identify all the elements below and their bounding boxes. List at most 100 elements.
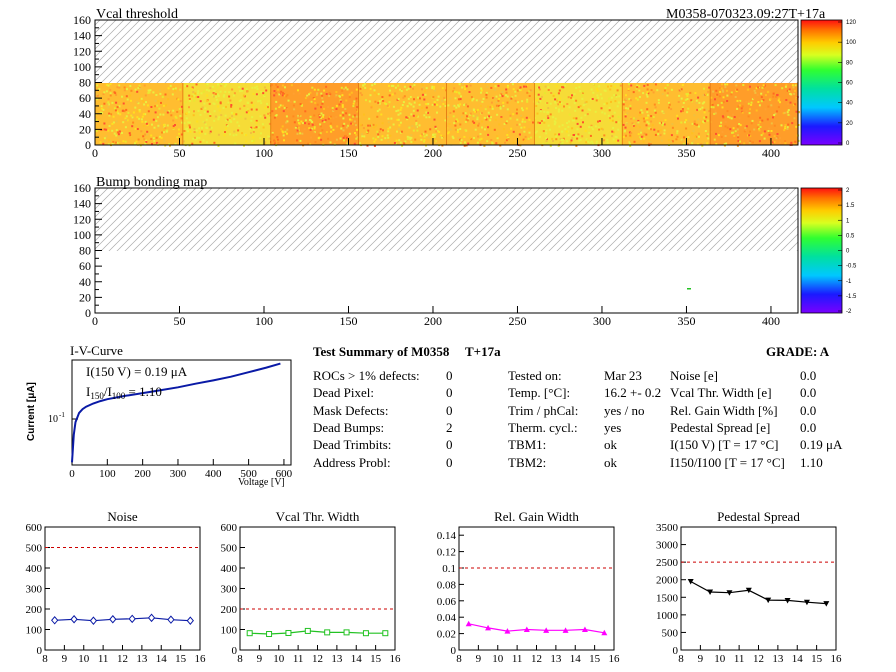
- vcal-pixel: [686, 98, 689, 100]
- vcal-pixel: [318, 133, 321, 136]
- vcal-pixel: [99, 141, 102, 144]
- vcal-pixel: [606, 141, 609, 144]
- vcal-pixel: [486, 124, 489, 127]
- vcal-pixel: [292, 92, 295, 95]
- vcal-pixel: [498, 98, 500, 100]
- vcal-pixel: [694, 136, 697, 139]
- noise-xtick-label: 9: [62, 653, 68, 665]
- vcal-width-xtick-label: 9: [257, 653, 263, 665]
- vcal-pixel: [768, 133, 771, 136]
- vcal-pixel: [789, 92, 792, 95]
- vcal-pixel: [536, 99, 539, 102]
- vcal-pixel: [585, 100, 588, 103]
- vcal-pixel: [370, 106, 373, 109]
- vcal-pixel: [273, 116, 276, 119]
- vcal-pixel: [449, 128, 452, 131]
- vcal-pixel: [591, 98, 594, 100]
- summary-mid-label: TBM1:: [508, 437, 547, 453]
- vcal-pixel: [615, 94, 617, 97]
- vcal-pixel: [490, 86, 493, 89]
- vcal-pixel: [714, 112, 717, 115]
- vcal-pixel: [412, 87, 414, 90]
- vcal-pixel: [188, 94, 191, 97]
- pedestal-xtick-label: 10: [714, 653, 726, 665]
- vcal-pixel: [313, 126, 316, 129]
- vcal-pixel: [334, 95, 337, 98]
- vcal-pixel: [349, 118, 351, 121]
- vcal-pixel: [613, 86, 616, 88]
- vcal-pixel: [108, 125, 111, 127]
- vcal-pixel: [259, 100, 262, 102]
- vcal-pixel: [785, 84, 788, 87]
- vcal-pixel: [737, 131, 740, 134]
- vcal-pixel: [496, 137, 499, 140]
- vcal-pixel: [768, 143, 771, 146]
- vcal-pixel: [609, 119, 612, 122]
- vcal-pixel: [567, 134, 570, 137]
- vcal-pixel: [125, 115, 128, 118]
- vcal-pixel: [417, 102, 420, 104]
- vcal-x-axis: 0 50 100 150 200 250 300 350 400: [92, 138, 780, 160]
- vcal-pixel: [391, 93, 394, 96]
- summary-mid-value: yes / no: [604, 402, 645, 418]
- vcal-pixel: [423, 140, 426, 143]
- vcal-pixel: [206, 99, 209, 102]
- vcal-pixel: [663, 123, 666, 126]
- vcal-pixel: [561, 130, 563, 133]
- vcal-pixel: [403, 85, 406, 88]
- vcal-pixel: [615, 140, 618, 143]
- vcal-pixel: [324, 119, 327, 122]
- vcal-pixel: [390, 117, 393, 120]
- gain-width-xtick-label: 11: [512, 653, 523, 665]
- vcal-pixel: [562, 86, 565, 89]
- vcal-pixel: [708, 86, 711, 89]
- vcal-threshold-map: Vcal threshold M0358-070323.09:27T+17a 0…: [73, 7, 857, 160]
- vcal-pixel: [321, 129, 324, 132]
- vcal-pixel: [339, 99, 342, 102]
- vcal-pixel: [647, 122, 650, 125]
- iv-x-axis: 0 100 200 300 400 500 600: [69, 459, 293, 480]
- vcal-pixel: [786, 127, 789, 130]
- vcal-pixel: [372, 137, 375, 140]
- vcal-pixel: [335, 104, 338, 107]
- vcal-pixel: [622, 100, 625, 103]
- vcal-pixel: [124, 140, 127, 143]
- pedestal-xtick-label: 16: [831, 653, 843, 665]
- vcal-pixel: [749, 140, 752, 143]
- vcal-pixel: [459, 98, 462, 101]
- vcal-pixel: [685, 119, 688, 121]
- vcal-pixel: [130, 99, 132, 102]
- summary-mid-label: Temp. [°C]:: [508, 385, 571, 401]
- vcal-pixel: [109, 92, 112, 95]
- vcal-pixel: [597, 120, 599, 123]
- vcal-pixel: [371, 84, 374, 87]
- vcal-pixel: [285, 115, 288, 118]
- vcal-pixel: [561, 86, 564, 89]
- vcal-pixel: [639, 129, 642, 132]
- vcal-pixel: [126, 88, 128, 91]
- vcal-pixel: [710, 106, 713, 109]
- vcal-pixel: [442, 135, 445, 138]
- vcal-pixel: [223, 134, 226, 137]
- vcal-pixel: [115, 134, 118, 137]
- gain-width-frame: [458, 526, 615, 651]
- vcal-pixel: [319, 114, 321, 117]
- vcal-pixel: [759, 121, 762, 123]
- vcal-pixel: [150, 138, 153, 140]
- vcal-pixel: [587, 108, 590, 111]
- vcal-pixel: [667, 139, 670, 142]
- gain-width-ytick-label: 0.12: [437, 547, 456, 559]
- gain-width-xtick-label: 15: [589, 653, 601, 665]
- vcal-pixel: [313, 114, 316, 117]
- noise-xtick-label: 16: [195, 653, 207, 665]
- vcal-pixel: [361, 133, 363, 136]
- vcal-pixel: [373, 89, 376, 92]
- vcal-pixel: [137, 87, 140, 90]
- vcal-pixel: [377, 93, 380, 96]
- vcal-pixel: [595, 142, 598, 145]
- vcal-pixel: [250, 119, 253, 122]
- vcal-pixel: [247, 109, 250, 112]
- vcal-pixel: [773, 141, 776, 143]
- vcal-pixel: [257, 100, 260, 103]
- vcal-pixel: [366, 144, 369, 147]
